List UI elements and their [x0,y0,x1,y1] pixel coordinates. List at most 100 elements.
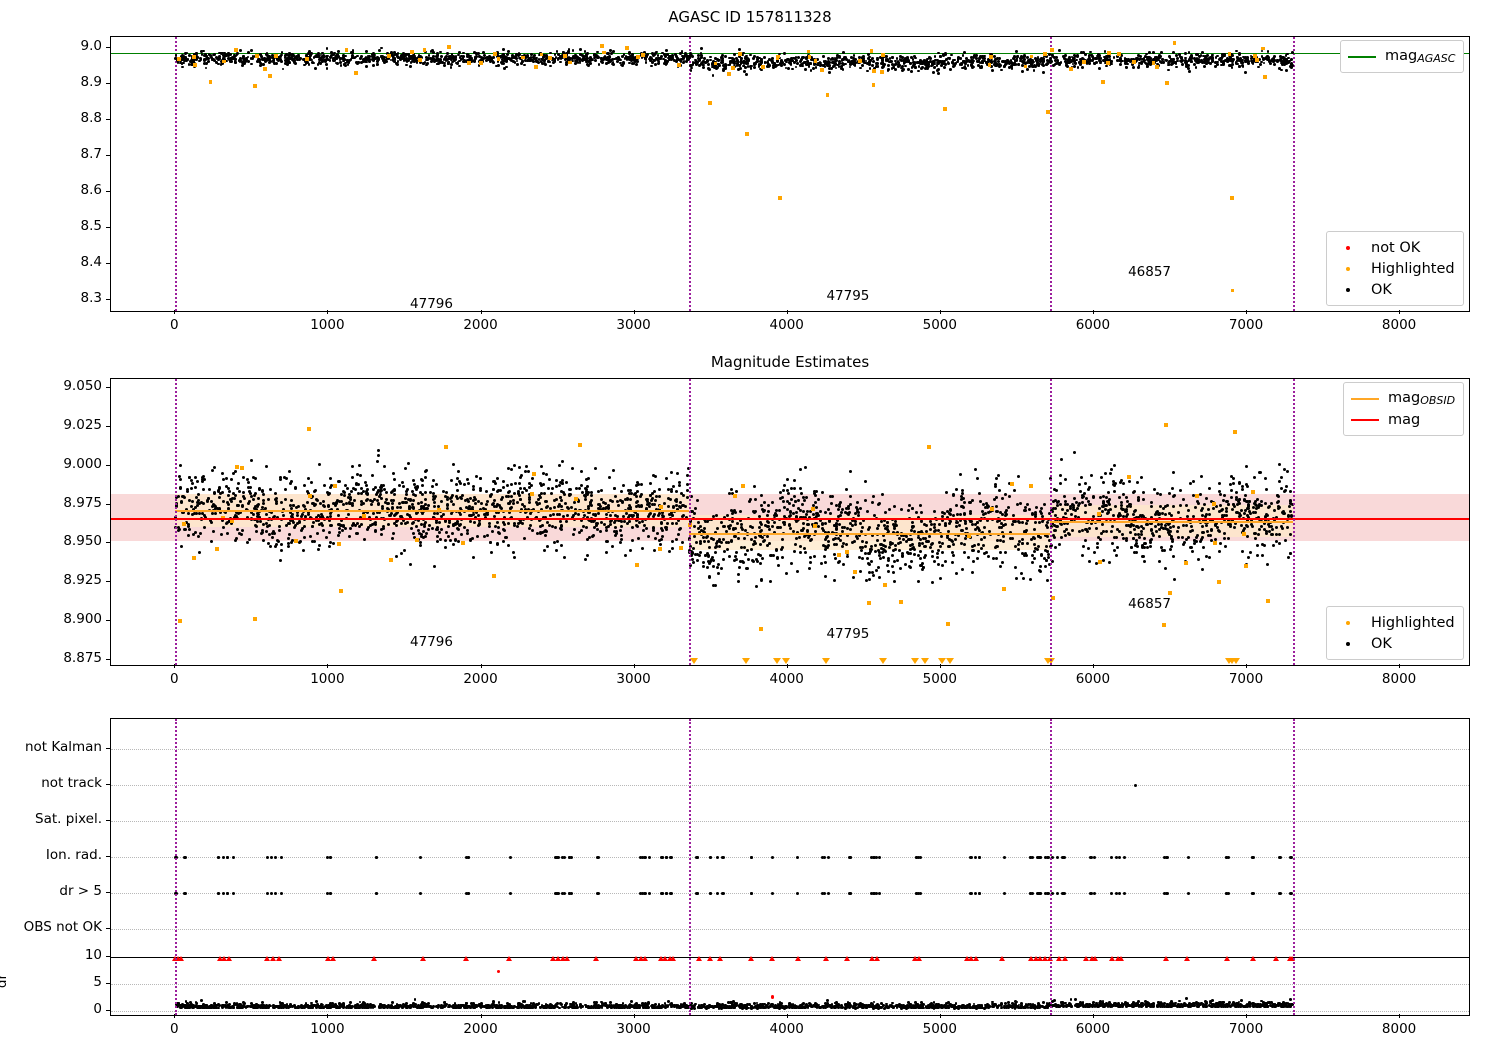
data-point-ok [233,538,237,542]
data-point-ok [717,572,721,576]
data-point-ok [502,485,506,489]
data-point-highlighted [235,464,240,469]
data-point-ok [433,60,436,64]
data-point-ok [515,59,519,63]
data-point-ok [781,61,784,64]
data-point-ok [691,557,695,561]
data-point-ok [937,71,941,75]
data-point-ok [621,61,625,65]
panel-magnitude-estimates[interactable] [110,378,1470,666]
data-point-ok [337,533,341,537]
data-point-ok [375,492,379,496]
data-point-ok [760,493,764,497]
data-point-ok [220,62,224,66]
data-point-ok [226,503,230,507]
data-point-ok [531,476,535,480]
data-point-ok [693,534,697,538]
data-point-ok [789,62,792,65]
data-point-highlighted [389,557,394,562]
data-point-ok [893,580,896,584]
data-point-ok [698,542,702,546]
panel-magnitude-top[interactable] [110,36,1470,312]
data-point-ok [1262,61,1266,65]
data-point-ok [329,486,333,490]
data-point-ok [449,55,452,59]
data-point-ok [970,58,974,62]
data-point-highlighted [810,507,815,512]
data-point-ok [936,68,939,72]
data-point-ok [1038,570,1042,574]
data-point-ok [875,527,879,531]
data-point-ok [618,540,622,544]
data-point-ok [1055,62,1058,66]
data-point-ok [480,57,484,61]
data-point-ok [720,566,724,570]
data-point-ok [1195,53,1198,56]
data-point-ok [279,60,283,63]
data-point-ok [1074,62,1077,65]
data-point-ok [1033,520,1037,524]
data-point-ok [986,555,990,559]
data-point-ok [866,509,870,513]
data-point-ok [351,465,355,469]
data-point-ok [488,540,492,544]
data-point-highlighted [869,49,874,53]
data-point-ok [743,553,747,557]
data-point-ok [502,56,505,60]
data-point-ok [828,494,832,498]
data-point-ok [888,507,892,511]
data-point-ok [929,527,933,531]
data-point-ok [564,57,567,61]
data-point-ok [753,536,757,540]
data-point-ok [312,539,316,543]
data-point-highlighted [1105,60,1110,65]
data-point-highlighted [927,444,932,449]
data-point-ok [793,486,797,490]
data-point-ok [407,462,411,465]
data-point-highlighted [858,59,863,63]
data-point-ok [418,60,422,64]
data-point-ok [836,561,840,565]
data-point-ok [612,487,616,491]
data-point-highlighted [1023,64,1028,69]
data-point-highlighted [215,546,220,551]
data-point-highlighted [193,63,198,68]
data-point-ok [595,523,599,527]
data-point-highlighted [253,83,257,88]
data-point-ok [478,486,482,490]
data-point-ok [932,70,936,74]
data-point-ok [816,525,820,529]
data-point-ok [457,539,461,543]
data-point-ok [503,528,507,532]
data-point-ok [815,505,819,509]
data-point-highlighted [866,601,871,606]
data-point-ok [347,58,351,62]
data-point-ok [583,49,587,53]
data-point-ok [997,488,1001,492]
data-point-ok [802,546,806,550]
data-point-ok [515,500,519,504]
data-point-ok [524,469,527,473]
data-point-ok [814,65,818,69]
data-point-ok [241,60,245,64]
data-point-ok [608,59,612,62]
data-point-ok [394,554,398,558]
data-point-ok [180,58,184,62]
data-point-ok [1269,62,1272,66]
data-point-ok [544,505,548,509]
data-point-ok [624,553,628,557]
data-point-ok [181,494,185,498]
data-point-ok [840,510,844,514]
data-point-ok [254,476,258,480]
data-point-ok [664,49,668,52]
data-point-ok [431,494,435,498]
data-point-ok [919,556,923,560]
data-point-ok [509,482,513,486]
data-point-ok [881,556,885,559]
data-point-ok [317,548,321,552]
data-point-highlighted [268,74,273,78]
data-point-highlighted [1107,51,1111,55]
data-point-ok [458,55,462,59]
data-point-ok [507,544,511,548]
data-point-ok [416,486,420,490]
